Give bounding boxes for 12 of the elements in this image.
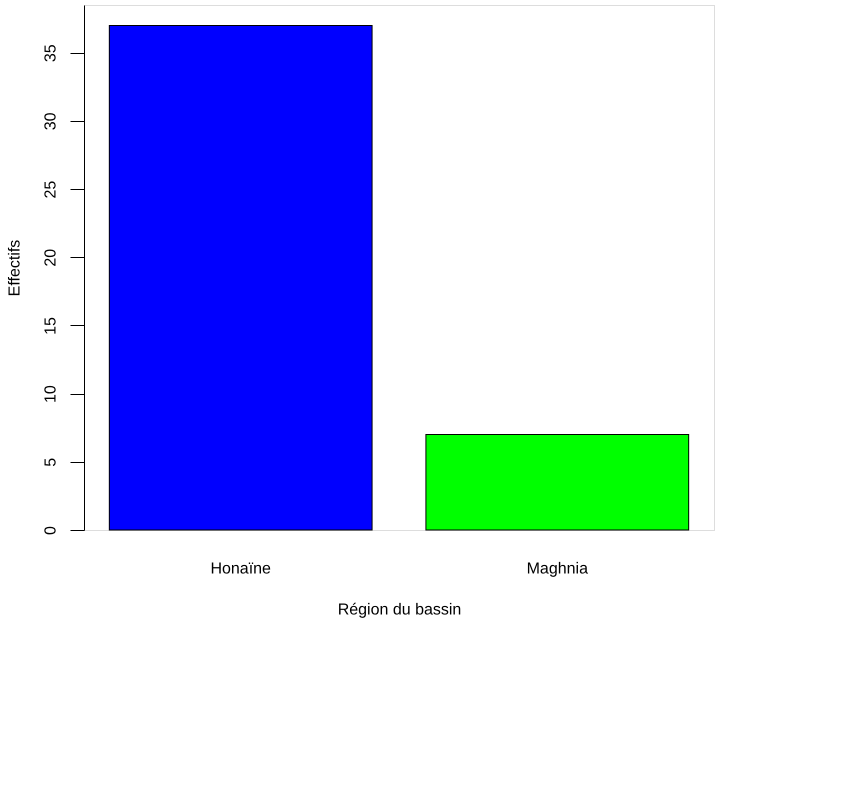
y-tick-label: 5 [42, 458, 60, 467]
y-tick-label: 30 [42, 112, 60, 130]
x-tick-label: Honaïne [210, 560, 272, 578]
y-axis-title: Effectifs [6, 240, 24, 296]
y-tick-label: 20 [42, 248, 60, 267]
y-tick-label: 25 [42, 180, 60, 198]
x-tick-label: Maghnia [526, 560, 588, 578]
y-tick-label: 15 [42, 316, 60, 335]
y-tick-label: 0 [42, 526, 60, 535]
y-tick-label: 10 [42, 385, 60, 404]
y-tick-label: 35 [42, 44, 60, 62]
x-axis-title: Région du bassin [338, 602, 462, 618]
